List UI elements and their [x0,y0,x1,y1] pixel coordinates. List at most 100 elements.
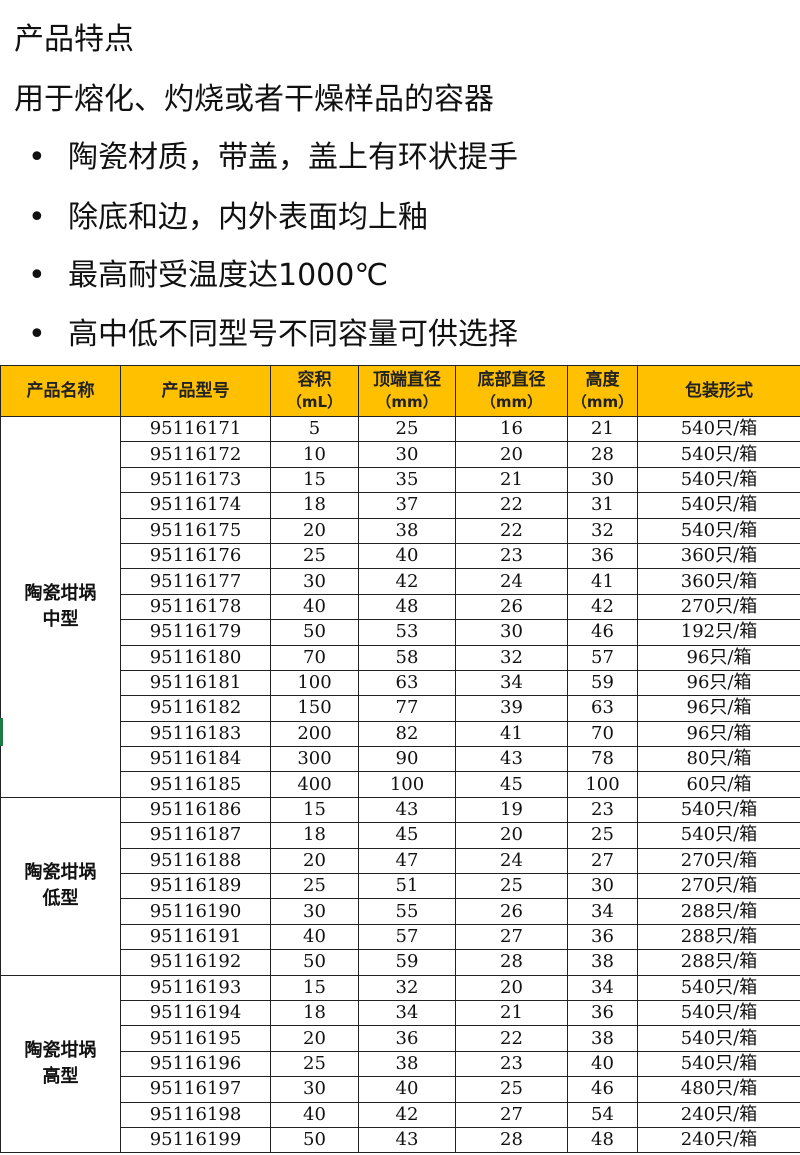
table-cell: 59 [567,669,638,697]
product-name: 低型 [42,888,79,910]
table-cell: 21 [455,466,568,494]
table-cell: 22 [455,517,568,544]
table-cell: 95116188 [120,847,271,875]
product-name-cell: 陶瓷坩埚 低型 [0,796,121,976]
bullet-dot: • [28,140,46,175]
column-header: 高度 （mm） [567,365,638,417]
table-cell: 90 [358,746,456,773]
table-cell: 28 [567,441,638,468]
table-cell: 36 [567,542,638,570]
table-cell: 100 [270,669,359,697]
table-cell: 96只/箱 [637,695,800,722]
table-cell: 96只/箱 [637,720,800,748]
table-cell: 45 [358,822,456,849]
table-cell: 41 [567,568,638,595]
table-cell: 38 [358,517,456,544]
table-cell: 59 [358,949,456,976]
table-cell: 27 [455,923,568,951]
table-cell: 58 [358,644,456,671]
table-cell: 540只/箱 [637,517,800,544]
table-cell: 30 [567,466,638,494]
table-row: 95116189 25 51 25 30 270只/箱 [1,873,800,900]
table-cell: 30 [567,873,638,900]
header-label: 顶端直径 [373,370,441,390]
table-cell: 15 [270,466,359,494]
product-description: 用于熔化、灼烧或者干燥样品的容器 [14,82,494,117]
table-cell: 480只/箱 [637,1076,800,1103]
table-cell: 18 [270,492,359,519]
table-cell: 30 [270,1076,359,1103]
table-cell: 22 [455,492,568,519]
table-cell: 53 [358,619,456,646]
column-header: 产品型号 [120,365,271,417]
section-title: 产品特点 [14,22,134,57]
product-name: 陶瓷坩埚 [24,862,97,884]
table-cell: 270只/箱 [637,847,800,875]
table-row: 95116182 150 77 39 63 96只/箱 [1,695,800,722]
table-cell: 57 [358,923,456,951]
table-cell: 43 [455,746,568,773]
column-header: 容积 （mL） [270,365,359,417]
table-cell: 45 [455,771,568,798]
table-row: 95116187 18 45 20 25 540只/箱 [1,822,800,849]
table-cell: 48 [358,593,456,621]
table-cell: 25 [358,415,456,443]
table-row: 95116191 40 57 27 36 288只/箱 [1,923,800,951]
table-row: 95116185 400 100 45 100 60只/箱 [1,771,800,798]
table-cell: 95116191 [120,923,271,951]
table-cell: 40 [270,923,359,951]
table-cell: 80只/箱 [637,746,800,773]
table-row: 陶瓷坩埚 高型 95116193 15 32 20 34 540只/箱 [0,974,800,1154]
header-unit: （mL） [286,393,343,411]
table-cell: 100 [567,771,638,798]
header-label: 高度 [585,370,620,390]
table-cell: 21 [455,999,568,1027]
table-cell: 20 [455,441,568,468]
feature-bullet: • 高中低不同型号不同容量可供选择 [28,317,518,353]
feature-bullet: • 除底和边，内外表面均上釉 [28,200,428,236]
table-row: 95116175 20 38 22 32 540只/箱 [1,517,800,544]
table-row: 95116183 200 82 41 70 96只/箱 [1,720,800,748]
table-cell: 95116199 [120,1126,271,1154]
table-cell: 54 [567,1101,638,1128]
table-cell: 20 [270,1025,359,1052]
table-cell: 46 [567,619,638,646]
table-cell: 26 [455,898,568,925]
table-cell: 95116178 [120,593,271,621]
bullet-dot: • [28,317,46,352]
table-cell: 40 [567,1050,638,1078]
table-cell: 36 [567,923,638,951]
table-cell: 95116190 [120,898,271,925]
table-cell: 32 [358,974,456,1001]
table-cell: 31 [567,492,638,519]
table-cell: 38 [567,1025,638,1052]
table-cell: 95116187 [120,822,271,849]
table-cell: 25 [270,542,359,570]
table-cell: 30 [358,441,456,468]
product-name: 陶瓷坩埚 [24,1039,97,1061]
table-cell: 95116193 [120,974,271,1001]
table-cell: 40 [358,1076,456,1103]
header-unit: （mm） [571,393,634,411]
header-label: 底部直径 [477,370,546,390]
table-cell: 192只/箱 [637,619,800,646]
table-row: 95116198 40 42 27 54 240只/箱 [1,1101,800,1128]
table-cell: 540只/箱 [637,492,800,519]
table-cell: 18 [270,822,359,849]
feature-text: 最高耐受温度达1000℃ [68,258,389,293]
table-cell: 28 [455,1126,568,1154]
header-label: 产品型号 [161,381,230,401]
table-cell: 540只/箱 [637,822,800,849]
table-cell: 540只/箱 [637,999,800,1027]
table-cell: 50 [270,1126,359,1154]
table-cell: 360只/箱 [637,542,800,570]
table-row: 95116177 30 42 24 41 360只/箱 [1,568,800,595]
table-cell: 32 [567,517,638,544]
table-cell: 34 [567,974,638,1001]
table-cell: 95116186 [120,796,271,824]
table-cell: 39 [455,695,568,722]
feature-text: 高中低不同型号不同容量可供选择 [68,317,518,352]
table-cell: 270只/箱 [637,873,800,900]
table-cell: 150 [270,695,359,722]
table-cell: 63 [567,695,638,722]
